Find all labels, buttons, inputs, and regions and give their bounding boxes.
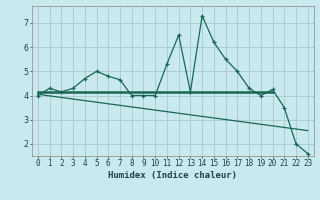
- X-axis label: Humidex (Indice chaleur): Humidex (Indice chaleur): [108, 171, 237, 180]
